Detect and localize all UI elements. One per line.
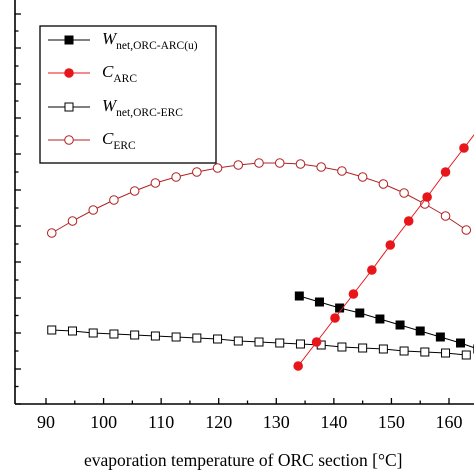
data-point	[435, 332, 445, 342]
x-tick-label: 130	[263, 412, 290, 432]
legend-marker	[64, 35, 74, 45]
data-point	[314, 297, 324, 307]
data-point	[456, 338, 466, 348]
data-point	[213, 334, 223, 344]
data-point	[358, 343, 368, 353]
data-point	[171, 172, 181, 182]
data-point	[355, 308, 365, 318]
data-point	[47, 325, 57, 335]
legend: Wnet,ORC-ARC(u) CARC Wnet,ORC-ERC CERC	[39, 25, 217, 164]
data-point	[88, 328, 98, 338]
data-point	[337, 166, 347, 176]
data-point	[378, 344, 388, 354]
legend-entry: Wnet,ORC-ERC	[48, 96, 183, 119]
data-point	[212, 163, 223, 173]
data-point	[461, 350, 471, 360]
data-point	[233, 336, 243, 346]
data-point	[420, 347, 430, 357]
data-point	[150, 178, 161, 188]
legend-label: Wnet,ORC-ERC	[102, 96, 183, 119]
data-point	[330, 313, 340, 323]
data-point	[375, 314, 385, 324]
data-point	[88, 205, 99, 215]
legend-label: CARC	[102, 62, 137, 85]
legend-label: CERC	[102, 129, 136, 152]
data-point	[274, 158, 285, 168]
legend-label: Wnet,ORC-ARC(u)	[102, 29, 198, 52]
data-point	[275, 338, 285, 348]
data-point	[295, 159, 306, 169]
data-point	[415, 326, 425, 336]
x-tick-label: 110	[148, 412, 174, 432]
data-point	[129, 186, 140, 196]
data-point	[293, 361, 303, 371]
legend-entry: CARC	[48, 62, 137, 85]
x-tick-label: 140	[320, 412, 347, 432]
series-c-erc	[46, 158, 472, 238]
x-ticks: 90 100 110 120 130 140 150 160	[15, 13, 463, 432]
data-point	[459, 143, 469, 153]
axes	[14, 0, 474, 405]
data-point	[357, 172, 368, 182]
data-point	[440, 167, 451, 177]
series-c-arc	[293, 134, 474, 371]
data-point	[109, 329, 119, 339]
legend-marker	[64, 68, 74, 78]
data-point	[335, 303, 345, 313]
data-point	[378, 179, 389, 189]
data-point	[67, 216, 78, 226]
data-point	[67, 326, 77, 336]
data-point	[403, 216, 414, 226]
data-point	[295, 339, 305, 349]
data-point	[171, 332, 181, 342]
data-point	[422, 192, 432, 202]
legend-entry: CERC	[48, 129, 136, 152]
x-tick-label: 100	[90, 412, 117, 432]
data-point	[254, 337, 264, 347]
series-w-net-orc-erc	[47, 325, 471, 360]
legend-marker	[64, 102, 74, 112]
data-point	[109, 195, 119, 205]
x-tick-label: 160	[436, 412, 463, 432]
series-w-net-orc-arc-u	[294, 291, 474, 354]
legend-marker	[64, 135, 74, 145]
data-point	[348, 289, 359, 299]
data-point	[192, 333, 202, 343]
data-point	[367, 265, 377, 275]
x-tick-label: 150	[378, 412, 405, 432]
data-point	[311, 337, 322, 347]
data-point	[385, 240, 396, 250]
data-point	[337, 342, 347, 352]
x-tick-label: 120	[205, 412, 232, 432]
data-point	[294, 291, 304, 301]
data-point	[441, 348, 451, 358]
data-point	[233, 160, 244, 170]
data-point	[46, 228, 57, 238]
data-point	[399, 188, 409, 198]
data-point	[395, 320, 405, 330]
data-point	[254, 158, 264, 168]
data-point	[399, 346, 409, 356]
data-point	[150, 331, 160, 341]
data-point	[192, 167, 202, 177]
legend-entry: Wnet,ORC-ARC(u)	[48, 29, 198, 52]
x-tick-label: 90	[37, 412, 55, 432]
x-axis-label: evaporation temperature of ORC section […	[84, 450, 403, 470]
data-point	[130, 330, 140, 340]
series-line	[299, 295, 474, 349]
data-point	[316, 162, 326, 172]
plot-area	[46, 134, 474, 371]
data-point	[461, 225, 472, 235]
data-point	[440, 211, 451, 221]
